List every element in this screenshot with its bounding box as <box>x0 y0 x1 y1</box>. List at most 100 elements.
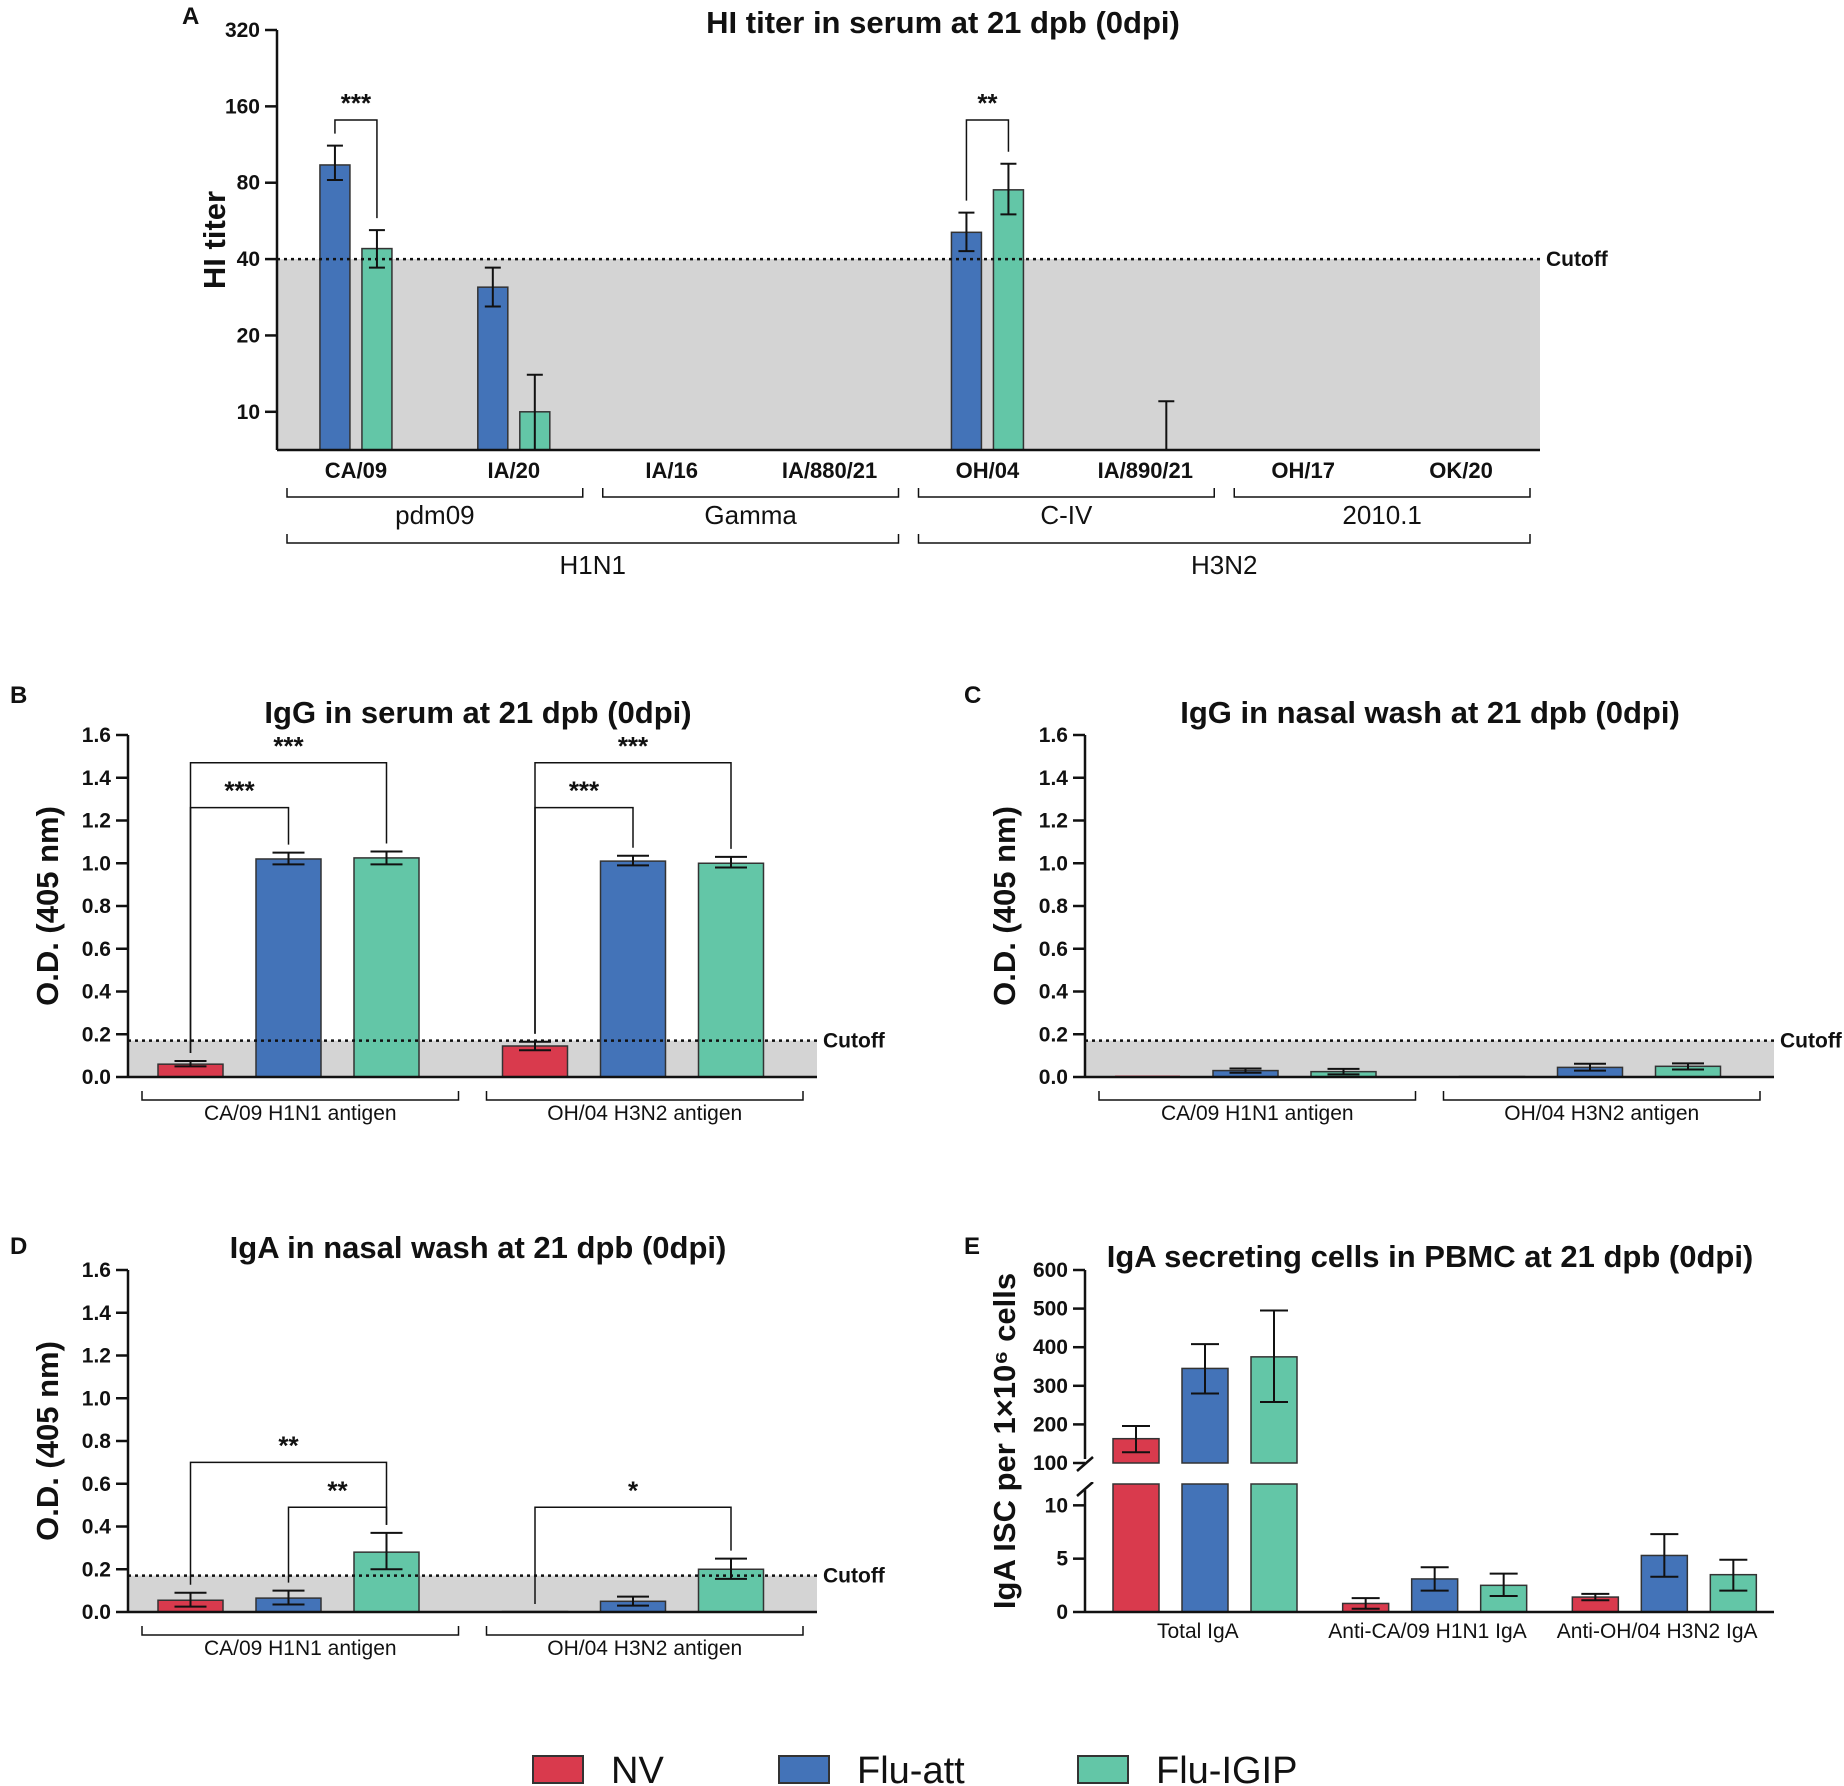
significance-0-label: ** <box>278 1430 299 1460</box>
category-label: OH/04 H3N2 antigen <box>547 1637 742 1660</box>
supergroup-bracket <box>917 534 1531 544</box>
y-tick-label: 20 <box>237 324 260 347</box>
cutoff-label: Cutoff <box>823 1565 886 1588</box>
category-label: CA/09 H1N1 antigen <box>1161 1102 1354 1125</box>
cutoff-label: Cutoff <box>1546 248 1609 271</box>
category-bracket <box>1098 1091 1417 1101</box>
y-tick-label: 10 <box>1045 1494 1068 1517</box>
legend: NV Flu-att Flu-IGIP <box>532 1750 1297 1786</box>
significance-2-label: *** <box>569 776 600 806</box>
y-tick-label: 1.4 <box>1039 767 1069 790</box>
legend-label-nv: NV <box>611 1750 664 1786</box>
significance-0-label: *** <box>341 88 372 118</box>
chart-title: IgG in serum at 21 dpb (0dpi) <box>264 695 691 730</box>
panel-letter: A <box>182 3 199 30</box>
category-label: OH/04 <box>956 458 1020 483</box>
significance-1-bracket <box>965 119 1010 201</box>
category-bracket <box>485 1091 804 1101</box>
y-tick-label: 1.2 <box>82 1345 111 1368</box>
y-tick-label: 1.2 <box>1039 810 1068 833</box>
bar-flu-igip <box>353 857 420 1078</box>
significance-2-label: * <box>628 1475 639 1505</box>
panel-letter: D <box>10 1233 27 1260</box>
y-tick-label: 0.0 <box>82 1066 111 1089</box>
y-tick-label: 1.0 <box>82 1387 111 1410</box>
y-tick-label: 0.4 <box>82 981 112 1004</box>
y-tick-label: 400 <box>1033 1336 1068 1359</box>
category-label: IA/890/21 <box>1098 458 1193 483</box>
y-tick-label: 0.6 <box>82 1473 111 1496</box>
panel-b: B IgG in serum at 21 dpb (0dpi) O.D. (405 … <box>10 682 886 1125</box>
y-axis-label: O.D. (405 nm) <box>987 806 1022 1006</box>
group-bracket <box>602 488 900 498</box>
y-tick-label: 0.2 <box>82 1558 111 1581</box>
axis-break-mark <box>1076 1481 1094 1497</box>
cutoff-shade <box>277 259 1540 450</box>
bar-flu-att-upper <box>1181 1367 1229 1464</box>
chart-title: HI titer in serum at 21 dpb (0dpi) <box>706 5 1180 40</box>
bar-flu-igip <box>361 247 393 451</box>
significance-2-bracket <box>534 1506 732 1604</box>
legend-swatch-flu-igip <box>1077 1755 1129 1784</box>
y-tick-label: 0.8 <box>82 895 112 918</box>
panel-e: E IgA secreting cells in PBMC at 21 dpb (… <box>964 1233 1778 1643</box>
bar-flu-att <box>950 231 983 451</box>
bar-flu-igip <box>992 189 1025 451</box>
y-tick-label: 0.6 <box>1039 938 1068 961</box>
category-label: Total IgA <box>1157 1620 1239 1643</box>
y-tick-label: 1.4 <box>82 767 112 790</box>
y-axis-label: HI titer <box>197 191 232 289</box>
category-label: IA/16 <box>645 458 698 483</box>
significance-0-bracket <box>189 1461 388 1585</box>
category-label: Anti-OH/04 H3N2 IgA <box>1557 1620 1758 1643</box>
category-bracket <box>141 1626 460 1636</box>
chart-title: IgA secreting cells in PBMC at 21 dpb (0… <box>1107 1239 1754 1274</box>
axis-break-mark <box>1076 1456 1094 1472</box>
y-axis-label: O.D. (405 nm) <box>30 1341 65 1541</box>
y-tick-label: 600 <box>1033 1259 1068 1282</box>
supergroup-bracket <box>286 534 900 544</box>
panel-a: A HI titer in serum at 21 dpb (0dpi) HI ti… <box>182 3 1609 580</box>
significance-1-bracket <box>287 1506 388 1583</box>
y-tick-label: 40 <box>237 248 260 271</box>
y-axis-label: IgA ISC per 1×10⁶ cells <box>987 1273 1022 1609</box>
legend-swatch-nv <box>532 1755 584 1784</box>
y-tick-label: 100 <box>1033 1452 1068 1475</box>
y-tick-label: 0.4 <box>1039 981 1069 1004</box>
category-label: OK/20 <box>1429 458 1493 483</box>
y-tick-label: 0.8 <box>82 1430 112 1453</box>
y-tick-label: 1.4 <box>82 1302 112 1325</box>
significance-1-label: ** <box>977 88 998 118</box>
y-tick-label: 0.0 <box>1039 1066 1068 1089</box>
group-bracket <box>286 488 584 498</box>
y-tick-label: 0.8 <box>1039 895 1069 918</box>
panel-letter: B <box>10 682 27 709</box>
supergroup-label: H1N1 <box>560 550 626 580</box>
y-tick-label: 0.4 <box>82 1516 112 1539</box>
category-bracket <box>1442 1091 1761 1101</box>
group-bracket <box>917 488 1215 498</box>
supergroup-label: H3N2 <box>1191 550 1257 580</box>
y-tick-label: 1.6 <box>82 724 111 747</box>
y-tick-label: 1.2 <box>82 810 111 833</box>
significance-1-bracket <box>189 762 388 1053</box>
legend-label-flu-igip: Flu-IGIP <box>1156 1750 1297 1786</box>
category-label: OH/17 <box>1271 458 1335 483</box>
category-label: OH/04 H3N2 antigen <box>1504 1102 1699 1125</box>
category-label: CA/09 <box>325 458 387 483</box>
significance-3-bracket <box>534 762 732 1034</box>
chart-title: IgA in nasal wash at 21 dpb (0dpi) <box>230 1230 727 1265</box>
y-tick-label: 200 <box>1033 1413 1068 1436</box>
y-tick-label: 160 <box>225 95 260 118</box>
y-axis-label: O.D. (405 nm) <box>30 806 65 1006</box>
group-bracket <box>1233 488 1531 498</box>
significance-3-label: *** <box>618 731 649 761</box>
bar-flu-igip-lower <box>1250 1483 1298 1613</box>
legend-swatch-flu-att <box>778 1755 830 1784</box>
y-tick-label: 0.0 <box>82 1601 111 1624</box>
y-tick-label: 0.6 <box>82 938 111 961</box>
panel-letter: E <box>964 1233 980 1260</box>
category-label: IA/20 <box>488 458 541 483</box>
bar-flu-att <box>477 286 509 451</box>
